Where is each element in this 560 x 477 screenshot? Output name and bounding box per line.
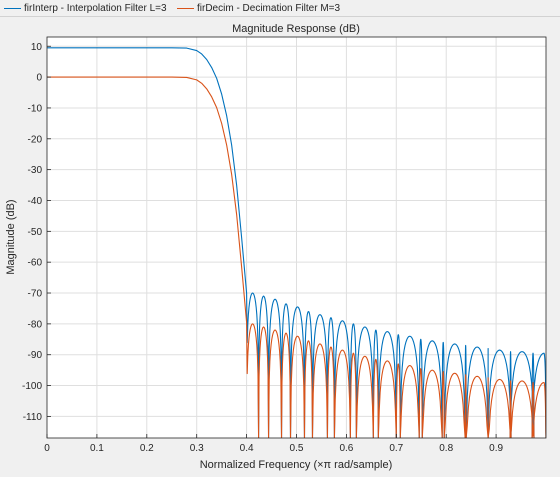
y-tick-label: 0: [36, 73, 42, 84]
x-tick-label: 0.3: [190, 443, 204, 454]
y-tick-label: -50: [28, 227, 43, 238]
series-line-firdecim[interactable]: [47, 76, 546, 438]
x-tick-label: 0: [44, 443, 50, 454]
y-tick-label: -100: [22, 381, 42, 392]
y-tick-label: -20: [28, 134, 43, 145]
chart-title: Magnitude Response (dB): [232, 23, 360, 35]
y-tick-label: 10: [31, 42, 43, 53]
y-tick-label: -40: [28, 196, 43, 207]
legend-label-firdecim: firDecim - Decimation Filter M=3: [197, 2, 341, 14]
y-tick-label: -30: [28, 165, 43, 176]
x-tick-label: 0.6: [339, 443, 353, 454]
x-tick-label: 0.5: [290, 443, 304, 454]
x-tick-label: 0.4: [240, 443, 254, 454]
y-tick-label: -70: [28, 289, 43, 300]
y-tick-label: -10: [28, 103, 43, 114]
x-axis-label: Normalized Frequency (×π rad/sample): [200, 459, 393, 471]
x-tick-label: 0.8: [439, 443, 453, 454]
legend-swatch-firdecim: [177, 7, 194, 9]
series-layer: [47, 47, 546, 438]
legend-swatch-firinterp: [4, 7, 21, 9]
x-tick-label: 0.1: [90, 443, 104, 454]
x-tick-label: 0.9: [489, 443, 503, 454]
legend-label-firinterp: firInterp - Interpolation Filter L=3: [24, 2, 167, 14]
y-tick-label: -110: [23, 412, 43, 423]
y-tick-label: -90: [28, 350, 43, 361]
x-tick-label: 0.2: [140, 443, 154, 454]
grid: [47, 37, 546, 438]
legend: firInterp - Interpolation Filter L=3 fir…: [0, 0, 560, 17]
y-axis-label: Magnitude (dB): [5, 199, 17, 274]
y-tick-label: -80: [28, 319, 43, 330]
magnitude-response-chart[interactable]: 0 0.1 0.2 0.3 0.4 0.5 0.6 0.7 0.8 0.9 10 0 -10 -20 -30…: [0, 17, 560, 477]
legend-item-firinterp[interactable]: firInterp - Interpolation Filter L=3: [4, 2, 167, 14]
x-tick-label: 0.7: [389, 443, 403, 454]
legend-item-firdecim[interactable]: firDecim - Decimation Filter M=3: [177, 2, 340, 14]
ticks: 0 0.1 0.2 0.3 0.4 0.5 0.6 0.7 0.8 0.9 10 0 -10 -20 -30…: [22, 42, 504, 454]
y-tick-label: -60: [28, 258, 43, 269]
series-line-firinterp[interactable]: [47, 47, 546, 438]
